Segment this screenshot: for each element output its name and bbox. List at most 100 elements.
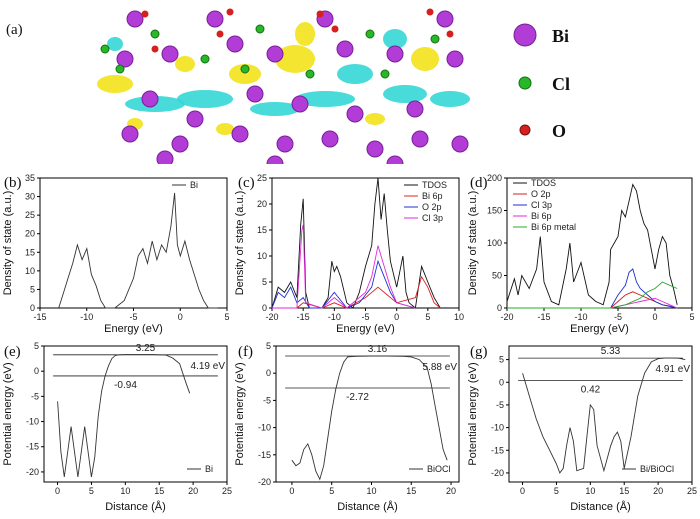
x-axis-label: Energy (eV): [336, 323, 395, 335]
y-axis-label: Potential energy (eV): [2, 362, 14, 465]
y-tick-label: 200: [487, 173, 502, 183]
x-tick-label: 0: [55, 486, 60, 496]
y-tick-label: -10: [26, 417, 39, 427]
x-tick-label: -5: [361, 312, 369, 322]
y-tick-label: 0: [262, 303, 267, 313]
y-axis-label: Density of state (a.u.): [2, 191, 14, 296]
plot-frame: [275, 345, 460, 483]
legend-entry: O 2p: [531, 189, 551, 199]
charge-density-lobe: [383, 29, 407, 49]
bi-atom: [266, 45, 284, 63]
x-tick-label: -5: [129, 312, 137, 322]
y-tick-label: 0: [34, 366, 39, 376]
series-line-0: [522, 357, 686, 474]
o-atom-icon: [519, 124, 531, 136]
charge-density-lobe: [365, 113, 385, 125]
panel-label-g: (g): [470, 344, 488, 360]
bi-atom: [246, 85, 264, 103]
y-tick-label: -5: [263, 395, 271, 405]
x-tick-label: -15: [537, 312, 550, 322]
legend-entry: Bi 6p: [422, 191, 443, 201]
annotation-bottom: -2.72: [346, 392, 369, 403]
y-tick-label: 10: [257, 251, 267, 261]
bi-atom: [321, 130, 339, 148]
y-tick-label: -5: [496, 400, 504, 410]
x-tick-label: 10: [366, 486, 376, 496]
bi-atom: [336, 40, 354, 58]
element-legend: Bi Cl O: [513, 23, 570, 140]
bi-atom: [141, 90, 159, 108]
bi-atom: [231, 125, 249, 143]
cl-atom-icon: [518, 76, 532, 90]
series-line-0: [506, 183, 678, 306]
charge-density-lobe: [250, 102, 300, 116]
o-atom: [316, 10, 324, 18]
y-tick-label: -20: [258, 477, 271, 487]
y-axis-label: Density of state (a.u.): [467, 191, 479, 296]
x-tick-label: 5: [329, 486, 334, 496]
y-tick-label: 5: [30, 284, 35, 294]
charge-density-lobe: [295, 22, 315, 46]
annotation-top: 3.25: [136, 343, 156, 354]
legend-entry: Cl 3p: [422, 213, 443, 223]
annotation-top: 5.33: [601, 346, 621, 357]
x-tick-label: 10: [120, 486, 130, 496]
x-axis-label: Energy (eV): [570, 323, 629, 335]
legend-entry: Bi: [190, 180, 198, 190]
plot-frame: [43, 345, 228, 483]
cl-atom: [380, 69, 390, 79]
cl-atom: [255, 24, 265, 34]
x-tick-label: -15: [33, 312, 46, 322]
y-tick-label: 25: [25, 210, 35, 220]
x-tick-label: -10: [574, 312, 587, 322]
x-axis-label: Distance (Å): [570, 500, 631, 513]
x-tick-label: -20: [500, 312, 513, 322]
y-tick-label: 15: [257, 225, 267, 235]
o-atom: [216, 30, 224, 38]
panel-label-e: (e): [4, 344, 21, 360]
x-tick-label: 15: [619, 486, 629, 496]
charge-density-structure-illustration: [97, 8, 470, 164]
o-atom: [426, 8, 434, 16]
panel-label-c: (c): [238, 175, 255, 191]
charge-density-lobe: [295, 91, 355, 107]
bi-atom: [436, 10, 454, 28]
y-tick-label: 150: [487, 206, 502, 216]
series-line-2: [507, 268, 678, 309]
bi-atom: [406, 100, 424, 118]
y-tick-label: 35: [25, 173, 35, 183]
charge-density-lobe: [229, 64, 261, 84]
charge-density-lobe: [107, 37, 123, 51]
bi-atom: [451, 135, 469, 153]
series-line-4: [507, 281, 678, 309]
x-tick-label: 15: [154, 486, 164, 496]
y-tick-label: 10: [25, 266, 35, 276]
x-tick-label: 5: [224, 312, 229, 322]
o-atom: [151, 45, 159, 53]
y-axis-label: Potential energy (eV): [467, 362, 479, 465]
y-tick-label: 25: [257, 173, 267, 183]
bi-atom: [206, 10, 224, 28]
x-tick-label: 0: [394, 312, 399, 322]
bi-atom: [366, 140, 384, 158]
o-atom: [331, 25, 339, 33]
charge-density-lobe: [275, 45, 315, 73]
legend-label-bi: Bi: [552, 26, 569, 46]
y-tick-label: 30: [25, 192, 35, 202]
annotation-top: 3.16: [368, 344, 388, 355]
series-line-1: [507, 291, 678, 309]
y-tick-label: 5: [34, 341, 39, 351]
x-tick-label: -10: [80, 312, 93, 322]
y-tick-label: -5: [31, 391, 39, 401]
y-tick-label: 5: [499, 355, 504, 365]
bi-atom: [346, 105, 364, 123]
y-tick-label: 20: [25, 229, 35, 239]
y-tick-label: 0: [266, 368, 271, 378]
panel-label-f: (f): [238, 344, 253, 360]
y-tick-label: 5: [262, 277, 267, 287]
cl-atom: [240, 64, 250, 74]
x-tick-label: -20: [265, 312, 278, 322]
chart-dos-bi: -15 -10 -5 0 5 0 5 10 15 20 25 30 35 Energy (eV) Densi…: [2, 173, 230, 335]
cl-atom: [430, 34, 440, 44]
